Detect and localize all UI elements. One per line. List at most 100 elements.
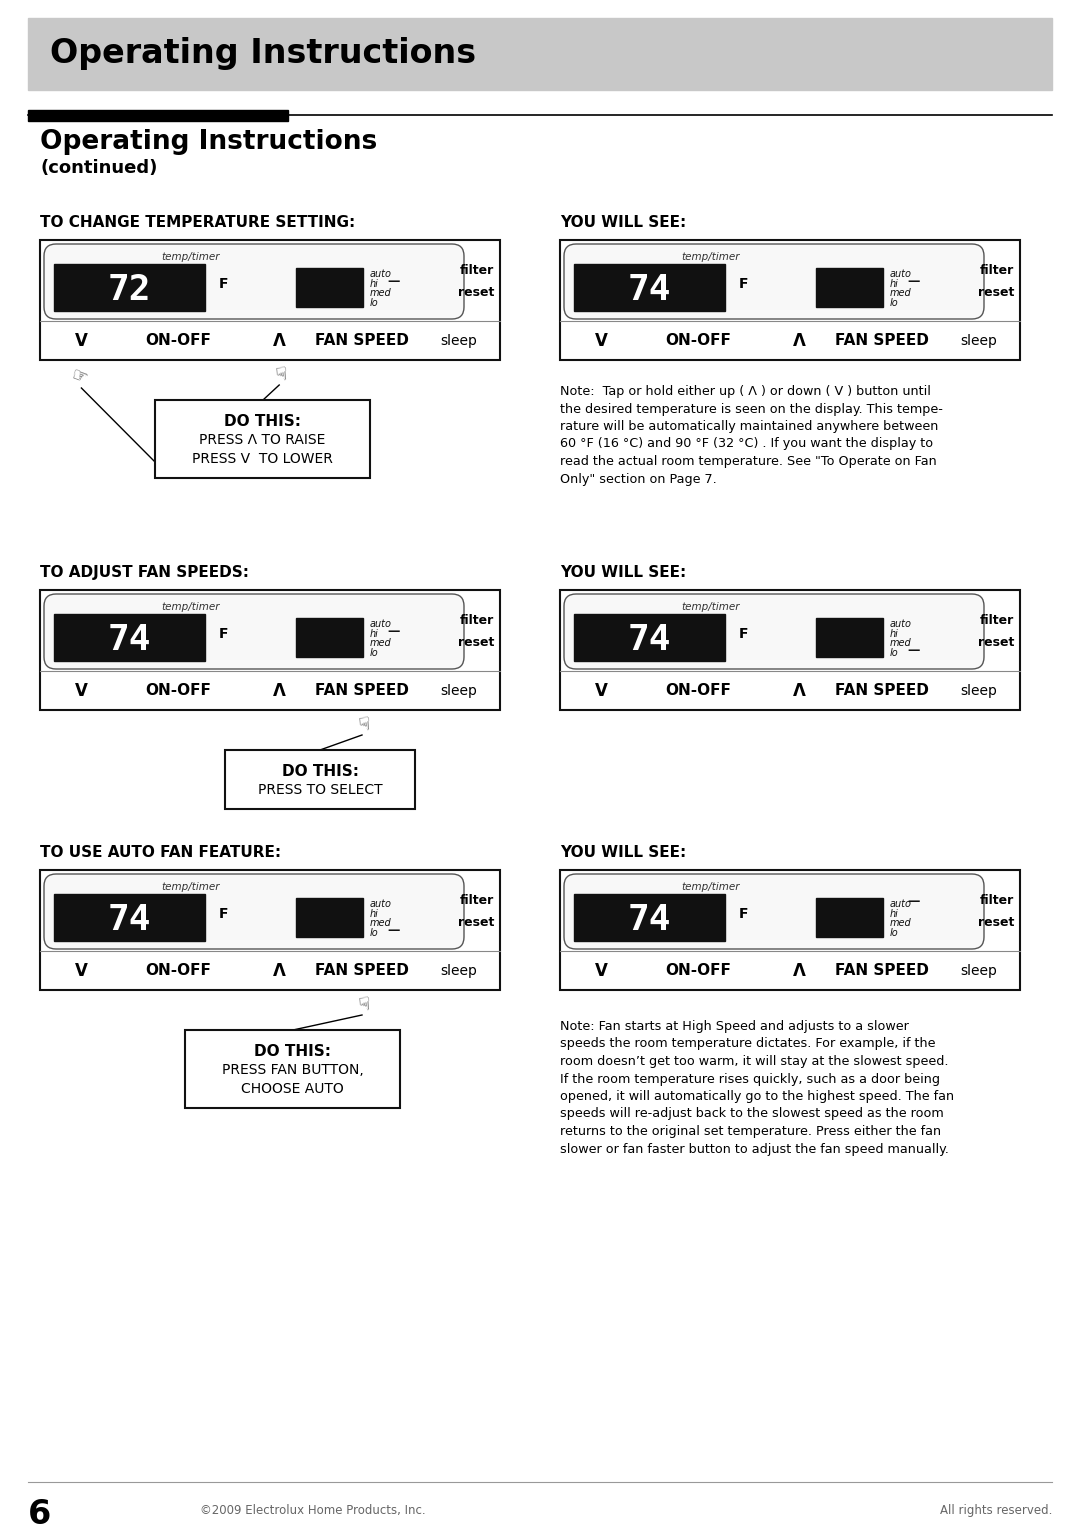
Text: FAN SPEED: FAN SPEED: [835, 333, 929, 348]
Text: filter: filter: [980, 614, 1014, 628]
Text: sleep: sleep: [441, 333, 477, 348]
Text: ON-OFF: ON-OFF: [665, 964, 731, 977]
Bar: [40, 240, 500, 360]
FancyBboxPatch shape: [564, 873, 984, 948]
Text: temp/timer: temp/timer: [681, 252, 740, 263]
Bar: [28, 110, 288, 121]
Text: med: med: [889, 638, 910, 647]
Text: DO THIS:: DO THIS:: [224, 414, 301, 429]
Bar: [561, 870, 1020, 989]
Text: hi: hi: [369, 909, 378, 919]
Text: ☞: ☞: [352, 715, 372, 733]
Text: (continued): (continued): [40, 159, 158, 177]
Text: FAN SPEED: FAN SPEED: [315, 964, 409, 977]
Bar: [156, 400, 370, 478]
Text: filter: filter: [980, 264, 1014, 278]
Bar: [816, 269, 883, 307]
Text: temp/timer: temp/timer: [162, 883, 220, 892]
Text: FAN SPEED: FAN SPEED: [315, 333, 409, 348]
Text: ©2009 Electrolux Home Products, Inc.: ©2009 Electrolux Home Products, Inc.: [200, 1504, 426, 1516]
FancyBboxPatch shape: [44, 873, 464, 948]
Text: ON-OFF: ON-OFF: [145, 964, 211, 977]
Text: temp/timer: temp/timer: [162, 602, 220, 612]
Text: Operating Instructions: Operating Instructions: [40, 128, 377, 156]
Text: Note: Fan starts at High Speed and adjusts to a slower
speeds the room temperatu: Note: Fan starts at High Speed and adjus…: [561, 1020, 954, 1156]
Bar: [40, 870, 500, 989]
Text: reset: reset: [458, 286, 494, 299]
FancyBboxPatch shape: [44, 244, 464, 319]
Text: TO ADJUST FAN SPEEDS:: TO ADJUST FAN SPEEDS:: [40, 565, 249, 580]
Text: temp/timer: temp/timer: [681, 602, 740, 612]
Text: lo: lo: [889, 927, 897, 938]
Text: TO CHANGE TEMPERATURE SETTING:: TO CHANGE TEMPERATURE SETTING:: [40, 215, 355, 231]
Text: auto: auto: [889, 618, 912, 629]
Text: YOU WILL SEE:: YOU WILL SEE:: [561, 215, 686, 231]
Text: ☞: ☞: [270, 365, 288, 383]
Text: DO THIS:: DO THIS:: [282, 764, 359, 779]
Bar: [54, 893, 205, 941]
Text: V: V: [75, 331, 87, 350]
Text: —: —: [388, 275, 400, 289]
Text: DO THIS:: DO THIS:: [254, 1044, 330, 1060]
Text: lo: lo: [369, 647, 378, 658]
Text: filter: filter: [460, 895, 494, 907]
Text: —: —: [388, 924, 400, 938]
Text: lo: lo: [369, 927, 378, 938]
Text: temp/timer: temp/timer: [681, 883, 740, 892]
Text: hi: hi: [889, 629, 899, 638]
Bar: [816, 618, 883, 657]
Bar: [816, 898, 883, 938]
Text: V: V: [595, 681, 608, 699]
Text: temp/timer: temp/timer: [162, 252, 220, 263]
Text: sleep: sleep: [441, 684, 477, 698]
Text: auto: auto: [369, 899, 391, 909]
Text: PRESS V  TO LOWER: PRESS V TO LOWER: [192, 452, 333, 466]
Text: F: F: [739, 276, 748, 290]
Text: med: med: [369, 918, 391, 928]
Text: 72: 72: [108, 272, 151, 307]
Text: reset: reset: [977, 916, 1014, 928]
Text: Operating Instructions: Operating Instructions: [50, 38, 476, 70]
Text: Λ: Λ: [793, 962, 806, 979]
Text: lo: lo: [889, 298, 897, 307]
Bar: [573, 614, 725, 661]
FancyBboxPatch shape: [564, 594, 984, 669]
Text: F: F: [219, 276, 229, 290]
Text: ☞: ☞: [69, 365, 90, 388]
Bar: [296, 898, 363, 938]
Text: 74: 74: [627, 623, 672, 657]
Text: Λ: Λ: [273, 331, 285, 350]
Text: med: med: [369, 638, 391, 647]
Text: V: V: [595, 331, 608, 350]
Bar: [185, 1031, 400, 1109]
Text: hi: hi: [369, 278, 378, 289]
Text: Λ: Λ: [273, 962, 285, 979]
Text: V: V: [75, 962, 87, 979]
Text: 74: 74: [627, 902, 672, 936]
Text: Λ: Λ: [793, 331, 806, 350]
Text: PRESS TO SELECT: PRESS TO SELECT: [258, 783, 382, 797]
Bar: [296, 269, 363, 307]
Text: Λ: Λ: [273, 681, 285, 699]
Text: PRESS FAN BUTTON,: PRESS FAN BUTTON,: [221, 1063, 363, 1077]
Text: med: med: [369, 289, 391, 298]
Text: reset: reset: [977, 637, 1014, 649]
Text: auto: auto: [889, 899, 912, 909]
Bar: [573, 893, 725, 941]
Text: TO USE AUTO FAN FEATURE:: TO USE AUTO FAN FEATURE:: [40, 844, 281, 860]
Bar: [28, 18, 1052, 90]
Text: auto: auto: [369, 618, 391, 629]
Bar: [54, 264, 205, 312]
Text: —: —: [907, 895, 919, 909]
Text: sleep: sleep: [960, 333, 997, 348]
Bar: [561, 240, 1020, 360]
Text: auto: auto: [889, 269, 912, 279]
Text: 74: 74: [627, 272, 672, 307]
Text: hi: hi: [889, 278, 899, 289]
Text: filter: filter: [460, 264, 494, 278]
Bar: [573, 264, 725, 312]
Text: ON-OFF: ON-OFF: [145, 333, 211, 348]
Text: ON-OFF: ON-OFF: [665, 333, 731, 348]
Text: reset: reset: [458, 916, 494, 928]
Text: Λ: Λ: [793, 681, 806, 699]
